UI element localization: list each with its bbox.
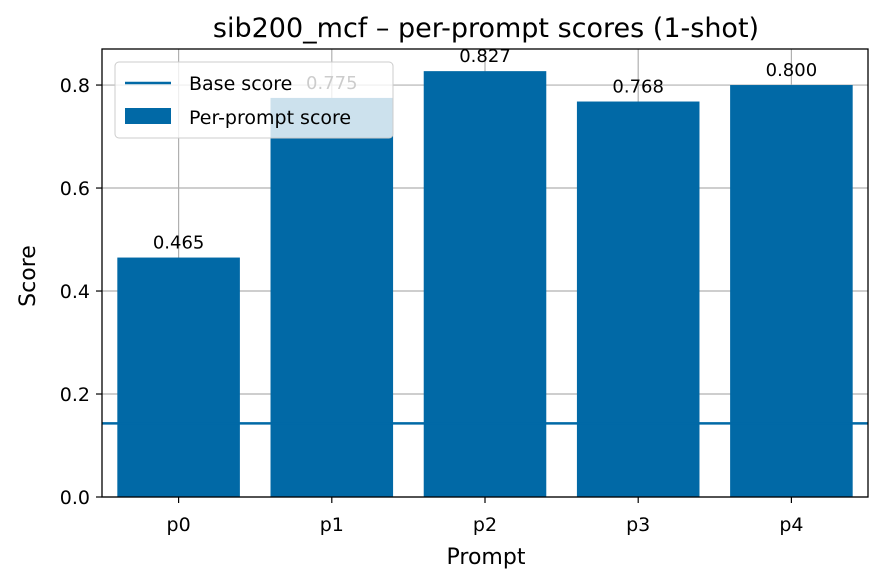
y-tick-label: 0.8 bbox=[60, 75, 90, 97]
legend: Base score Per-prompt score bbox=[114, 61, 394, 139]
y-tick-label: 0.4 bbox=[60, 281, 90, 303]
legend-base-score-label: Base score bbox=[189, 73, 292, 95]
y-tick-label: 0.6 bbox=[60, 178, 90, 200]
plot-frame bbox=[101, 48, 869, 498]
bar-p1 bbox=[270, 97, 394, 497]
data-label-p4: 0.800 bbox=[766, 60, 818, 81]
bar-p2 bbox=[423, 71, 547, 498]
x-axis-ticks: p0 p1 p2 p3 p4 bbox=[167, 497, 803, 536]
legend-box bbox=[114, 61, 394, 139]
bars bbox=[117, 71, 853, 498]
y-axis-label: Score bbox=[16, 245, 41, 307]
bar-p0 bbox=[117, 257, 240, 497]
x-tick-label: p3 bbox=[626, 514, 650, 536]
legend-bar-swatch bbox=[125, 108, 171, 124]
x-tick-label: p4 bbox=[779, 514, 803, 536]
y-tick-label: 0.0 bbox=[60, 487, 90, 509]
x-tick-label: p2 bbox=[473, 514, 497, 536]
bar-p4 bbox=[730, 85, 853, 498]
x-axis-label: Prompt bbox=[447, 545, 526, 570]
chart-title: sib200_mcf – per-prompt scores (1-shot) bbox=[213, 13, 759, 44]
y-tick-label: 0.2 bbox=[60, 384, 90, 406]
legend-bar-label: Per-prompt score bbox=[189, 107, 351, 129]
data-label-p2: 0.827 bbox=[459, 46, 511, 67]
y-axis-ticks: 0.0 0.2 0.4 0.6 0.8 bbox=[60, 75, 102, 509]
data-label-p3: 0.768 bbox=[612, 77, 664, 98]
x-tick-label: p0 bbox=[167, 514, 191, 536]
data-label-p0: 0.465 bbox=[153, 233, 205, 254]
bar-p3 bbox=[576, 101, 700, 497]
x-tick-label: p1 bbox=[320, 514, 344, 536]
